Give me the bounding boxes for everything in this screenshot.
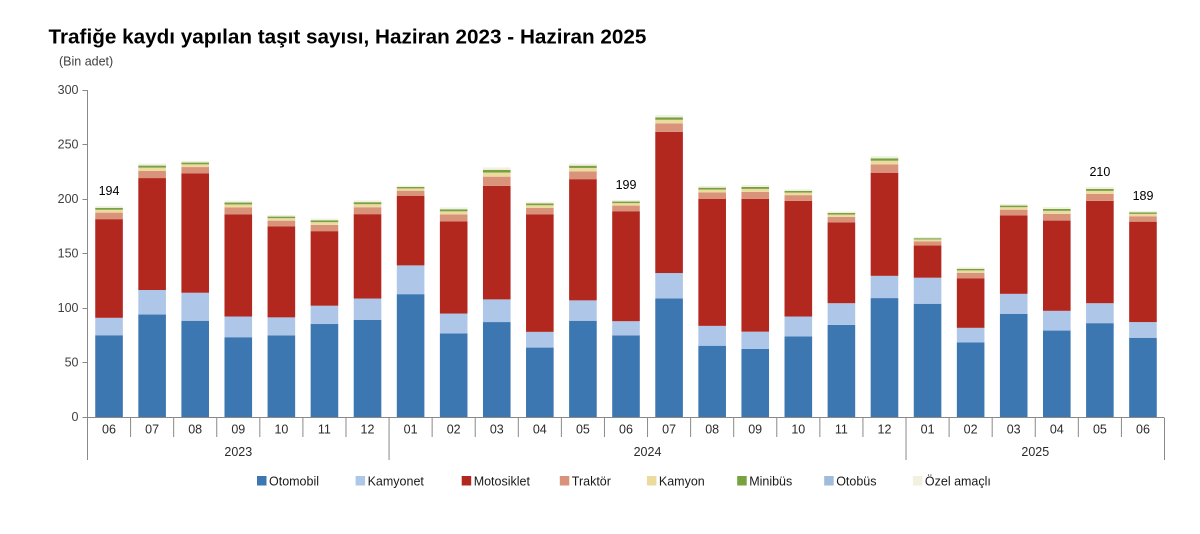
svg-text:250: 250 xyxy=(58,138,79,152)
svg-text:06: 06 xyxy=(1136,423,1150,437)
svg-text:08: 08 xyxy=(188,423,202,437)
svg-text:10: 10 xyxy=(791,423,805,437)
svg-text:150: 150 xyxy=(58,247,79,261)
svg-text:200: 200 xyxy=(58,192,79,206)
svg-text:12: 12 xyxy=(878,423,892,437)
svg-text:11: 11 xyxy=(835,423,848,437)
svg-text:194: 194 xyxy=(99,184,120,198)
svg-text:09: 09 xyxy=(748,423,762,437)
svg-text:189: 189 xyxy=(1133,189,1154,203)
svg-text:Minibüs: Minibüs xyxy=(749,475,792,489)
svg-text:210: 210 xyxy=(1089,165,1110,179)
svg-text:08: 08 xyxy=(705,423,719,437)
svg-text:05: 05 xyxy=(1093,423,1107,437)
svg-text:Otobüs: Otobüs xyxy=(836,475,876,489)
svg-text:04: 04 xyxy=(1050,423,1064,437)
svg-text:2024: 2024 xyxy=(634,445,662,459)
svg-text:09: 09 xyxy=(231,423,245,437)
svg-text:100: 100 xyxy=(58,301,79,315)
svg-text:300: 300 xyxy=(58,83,79,97)
svg-text:06: 06 xyxy=(619,423,633,437)
svg-text:06: 06 xyxy=(102,423,116,437)
svg-text:03: 03 xyxy=(1007,423,1021,437)
svg-text:Kamyonet: Kamyonet xyxy=(368,475,425,489)
svg-text:Motosiklet: Motosiklet xyxy=(474,475,531,489)
svg-text:0: 0 xyxy=(72,410,79,424)
svg-text:03: 03 xyxy=(490,423,504,437)
svg-text:07: 07 xyxy=(662,423,676,437)
svg-text:01: 01 xyxy=(921,423,935,437)
svg-text:05: 05 xyxy=(576,423,590,437)
svg-text:Traktör: Traktör xyxy=(572,475,611,489)
svg-text:01: 01 xyxy=(404,423,418,437)
svg-text:12: 12 xyxy=(361,423,375,437)
svg-text:02: 02 xyxy=(447,423,461,437)
svg-text:02: 02 xyxy=(964,423,978,437)
svg-text:2025: 2025 xyxy=(1021,445,1049,459)
svg-text:199: 199 xyxy=(616,178,637,192)
svg-text:07: 07 xyxy=(145,423,159,437)
svg-text:04: 04 xyxy=(533,423,547,437)
svg-text:Trafiğe kaydı yapılan taşıt sa: Trafiğe kaydı yapılan taşıt sayısı, Hazi… xyxy=(49,26,647,49)
svg-text:Özel amaçlı: Özel amaçlı xyxy=(925,475,991,489)
svg-text:50: 50 xyxy=(65,356,79,370)
svg-text:Otomobil: Otomobil xyxy=(269,475,319,489)
svg-text:2023: 2023 xyxy=(224,445,252,459)
svg-text:11: 11 xyxy=(318,423,331,437)
svg-text:Kamyon: Kamyon xyxy=(659,475,705,489)
svg-text:10: 10 xyxy=(274,423,288,437)
svg-text:(Bin adet): (Bin adet) xyxy=(59,55,113,69)
